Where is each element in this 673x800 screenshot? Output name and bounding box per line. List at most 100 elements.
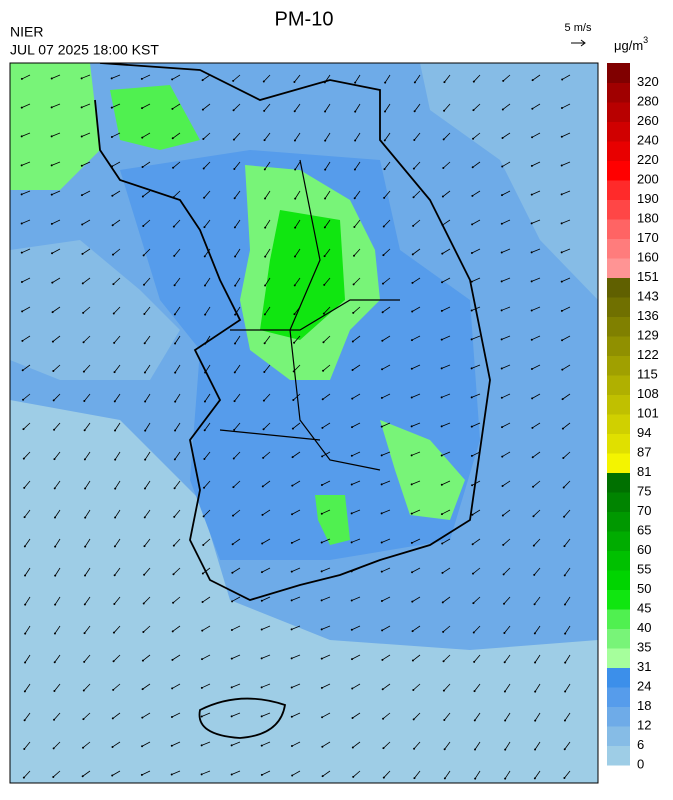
wind-arrow-head — [21, 310, 24, 313]
wind-arrow-head — [560, 222, 563, 225]
wind-arrow-head — [440, 396, 443, 399]
wind-arrow — [113, 277, 121, 285]
wind-arrow-head — [260, 571, 263, 574]
wind-arrow-head — [53, 428, 56, 431]
wind-arrow-head — [320, 657, 323, 660]
wind-arrow-head — [350, 570, 353, 573]
wind-arrow — [262, 451, 271, 459]
wind-arrow — [471, 451, 481, 457]
wind-arrow-head — [351, 340, 354, 343]
wind-arrow — [141, 74, 151, 80]
wind-arrow — [531, 393, 541, 399]
wind-arrow-head — [20, 164, 23, 167]
wind-arrow-head — [230, 657, 233, 660]
colorbar-segment — [607, 160, 630, 181]
wind-arrow-head — [22, 457, 25, 460]
wind-arrow — [54, 538, 61, 547]
wind-arrow — [113, 335, 121, 344]
wind-arrow-head — [353, 254, 356, 257]
wind-arrow-head — [201, 629, 204, 632]
wind-arrow-head — [470, 251, 473, 254]
colorbar-segment — [607, 336, 630, 356]
wind-arrow — [24, 567, 31, 576]
wind-arrow — [114, 422, 121, 431]
colorbar-label: 50 — [637, 581, 651, 596]
wind-arrow — [564, 712, 571, 721]
wind-arrow — [234, 219, 241, 228]
wind-arrow — [52, 335, 61, 342]
wind-arrow-head — [321, 426, 324, 429]
wind-arrow-head — [380, 425, 383, 428]
wind-arrow-head — [142, 254, 145, 257]
wind-arrow — [84, 509, 91, 518]
wind-arrow — [292, 480, 301, 487]
wind-arrow-head — [83, 660, 86, 663]
colorbar-segment — [607, 102, 630, 122]
wind-arrow-head — [171, 630, 174, 633]
wind-arrow-head — [564, 632, 567, 635]
wind-arrow-head — [230, 773, 233, 776]
wind-arrow — [21, 190, 31, 195]
wind-arrow-head — [354, 81, 357, 84]
wind-arrow — [202, 625, 211, 631]
wind-arrow — [531, 132, 541, 138]
wind-arrow — [321, 451, 331, 457]
wind-arrow-head — [290, 599, 293, 602]
wind-arrow — [81, 103, 91, 108]
wind-arrow-head — [234, 342, 237, 345]
colorbar-label: 31 — [637, 659, 651, 674]
wind-arrow-head — [82, 746, 85, 749]
wind-arrow-head — [84, 574, 87, 577]
wind-arrow-head — [83, 458, 86, 461]
wind-arrow — [202, 567, 211, 574]
wind-arrow-head — [411, 600, 414, 603]
wind-arrow — [564, 770, 571, 779]
wind-arrow-head — [320, 570, 323, 573]
wind-arrow-head — [144, 458, 147, 461]
wind-arrow — [561, 103, 571, 109]
wind-arrow — [201, 712, 211, 717]
colorbar-label: 240 — [637, 132, 659, 147]
unit-sup: 3 — [643, 35, 648, 45]
wind-arrow — [441, 451, 451, 456]
wind-arrow-head — [561, 398, 564, 401]
wind-arrow-head — [233, 226, 236, 229]
wind-arrow-head — [411, 253, 414, 256]
wind-arrow-head — [172, 225, 175, 228]
wind-arrow-head — [172, 196, 175, 199]
wind-arrow — [321, 596, 331, 601]
wind-arrow-head — [412, 718, 415, 721]
wind-arrow — [561, 132, 571, 138]
colorbar-segment — [607, 297, 630, 317]
wind-arrow-head — [200, 773, 203, 776]
wind-arrow — [52, 277, 61, 283]
wind-arrow — [23, 422, 31, 430]
colorbar-segment — [607, 472, 630, 493]
wind-arrow — [143, 596, 151, 604]
wind-arrow — [411, 335, 421, 341]
wind-arrow — [262, 480, 271, 487]
wind-arrow-head — [563, 515, 566, 518]
wind-arrow-head — [382, 776, 385, 779]
wind-arrow — [324, 132, 331, 141]
wind-arrow-head — [560, 251, 563, 254]
wind-arrow — [534, 741, 541, 750]
wind-arrow-head — [563, 574, 566, 577]
colorbar-label: 75 — [637, 483, 651, 498]
colorbar-label: 70 — [637, 503, 651, 518]
wind-arrow — [471, 248, 481, 254]
wind-arrow-head — [383, 168, 386, 171]
wind-arrow-head — [20, 222, 23, 225]
wind-arrow-head — [530, 222, 533, 225]
wind-arrow — [22, 393, 31, 401]
wind-scale-label: 5 m/s — [565, 22, 592, 34]
wind-arrow-head — [410, 454, 413, 457]
wind-arrow-head — [500, 251, 503, 254]
wind-arrow — [82, 248, 91, 255]
wind-arrow — [294, 306, 301, 315]
wind-arrow — [411, 422, 421, 427]
wind-arrow — [144, 393, 151, 402]
wind-arrow — [294, 103, 301, 112]
wind-arrow-head — [320, 628, 323, 631]
wind-arrow — [472, 538, 481, 545]
